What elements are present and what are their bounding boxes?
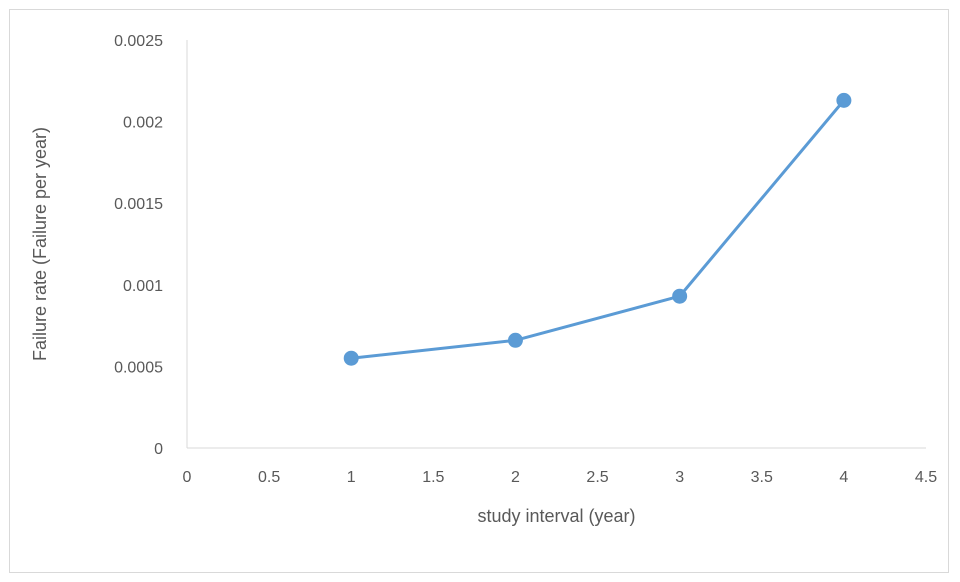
x-tick-label: 4.5	[915, 469, 937, 486]
y-tick-label: 0.0005	[114, 359, 163, 376]
y-axis-title: Failure rate (Failure per year)	[30, 127, 50, 361]
x-tick-label: 3.5	[751, 469, 773, 486]
y-tick-label: 0.0025	[114, 33, 163, 50]
y-tick-labels: 0 0.0005 0.001 0.0015 0.002 0.0025	[114, 33, 163, 458]
y-tick-label: 0.0015	[114, 196, 163, 213]
x-tick-label: 0	[183, 469, 192, 486]
x-tick-label: 0.5	[258, 469, 280, 486]
data-point[interactable]	[672, 288, 688, 304]
data-point[interactable]	[507, 332, 523, 348]
x-tick-label: 1.5	[422, 469, 444, 486]
x-tick-label: 4	[839, 469, 848, 486]
x-axis-title: study interval (year)	[477, 506, 635, 526]
data-point[interactable]	[836, 92, 852, 108]
y-tick-label: 0.001	[123, 278, 163, 295]
series-line	[351, 99, 846, 360]
x-tick-label: 2.5	[586, 469, 608, 486]
x-tick-labels: 0 0.5 1 1.5 2 2.5 3 3.5 4 4.5	[183, 469, 938, 486]
x-tick-label: 1	[347, 469, 356, 486]
chart-frame	[9, 9, 949, 573]
series-group	[343, 92, 852, 366]
x-tick-label: 2	[511, 469, 520, 486]
data-point[interactable]	[343, 350, 359, 366]
y-tick-label: 0.002	[123, 115, 163, 132]
y-tick-label: 0	[154, 441, 163, 458]
x-tick-label: 3	[675, 469, 684, 486]
